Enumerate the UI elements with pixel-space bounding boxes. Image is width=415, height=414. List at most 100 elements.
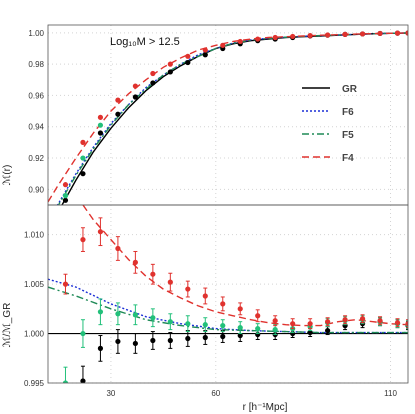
bottom-panel: 0.995 1.000 1.005 1.010 30 60 110 — [24, 204, 409, 398]
data-point-f4 — [115, 97, 121, 103]
data-point-f4 — [394, 30, 401, 36]
data-point-f4 — [377, 30, 383, 37]
data-point-f5 — [62, 380, 69, 383]
data-point-f4 — [202, 47, 208, 53]
data-point-f5 — [167, 319, 173, 325]
x-tick-label: 110 — [384, 389, 397, 398]
data-point-f4 — [80, 237, 86, 243]
series-line-gr — [61, 32, 408, 205]
data-point-f5 — [80, 330, 86, 337]
y-tick-label: 0.96 — [28, 91, 44, 100]
data-point-f4 — [325, 32, 331, 38]
data-point-f4 — [307, 321, 313, 327]
data-point-f4 — [325, 319, 331, 325]
data-point-f4 — [307, 33, 313, 39]
data-point-f4 — [62, 281, 69, 287]
data-point-f5 — [97, 309, 104, 315]
data-point-f4 — [405, 321, 408, 327]
data-point-f4 — [132, 259, 138, 265]
data-point-f4 — [167, 279, 173, 285]
y-tick-label: 1.005 — [24, 280, 45, 289]
data-point-gr — [202, 52, 208, 58]
data-point-gr — [150, 337, 156, 344]
data-point-f5 — [255, 326, 261, 332]
y-tick-label: 1.000 — [24, 330, 45, 339]
data-point-f4 — [237, 38, 243, 45]
data-point-gr — [307, 329, 313, 336]
data-point-f5 — [132, 312, 138, 318]
legend-label-gr: GR — [342, 84, 358, 95]
y-tick-label: 0.98 — [28, 60, 44, 69]
data-point-gr — [167, 337, 173, 344]
data-point-f4 — [150, 70, 156, 77]
x-tick-label: 30 — [106, 389, 115, 398]
data-point-gr — [80, 171, 86, 177]
legend-label-f5: F5 — [342, 130, 354, 141]
data-point-gr — [132, 340, 138, 347]
data-point-gr — [325, 327, 331, 334]
data-point-f4 — [185, 53, 191, 59]
data-point-f5 — [237, 325, 243, 331]
data-point-gr — [97, 130, 104, 136]
plot-frame — [47, 204, 409, 384]
data-point-gr — [167, 69, 173, 75]
bottom-ylabel: ℳ/ℳ_GR — [2, 303, 13, 348]
data-point-f5 — [115, 311, 121, 317]
data-point-f4 — [237, 306, 243, 312]
data-point-f4 — [342, 31, 348, 37]
data-point-f4 — [272, 34, 278, 41]
data-point-f4 — [290, 321, 296, 327]
y-tick-label: 0.92 — [28, 154, 44, 163]
data-point-f4 — [132, 83, 138, 89]
data-point-f4 — [290, 33, 296, 40]
data-point-f4 — [272, 318, 278, 324]
data-point-gr — [62, 197, 69, 203]
data-point-f4 — [405, 30, 408, 36]
x-axis-label: r [h⁻¹Mpc] — [243, 402, 288, 413]
y-tick-label: 0.94 — [28, 123, 44, 132]
x-tick-label: 60 — [211, 389, 220, 398]
data-point-gr — [97, 345, 104, 351]
data-point-f4 — [150, 271, 156, 277]
data-point-gr — [237, 332, 243, 339]
data-point-f5 — [272, 327, 278, 333]
data-point-gr — [185, 59, 191, 66]
data-point-gr — [132, 94, 138, 100]
data-point-f4 — [62, 182, 69, 188]
y-tick-label: 1.010 — [24, 231, 45, 240]
data-point-f4 — [97, 114, 104, 120]
legend-label-f4: F4 — [342, 153, 354, 164]
data-point-f4 — [115, 245, 121, 252]
data-point-f4 — [220, 42, 226, 48]
plot-frame — [47, 24, 409, 206]
data-point-gr — [150, 80, 156, 86]
data-point-gr — [202, 334, 208, 341]
data-point-f4 — [359, 316, 366, 322]
data-point-gr — [80, 378, 86, 383]
top-ylabel: ℳ(r) — [2, 165, 13, 186]
legend-label-f6: F6 — [342, 107, 354, 118]
y-tick-label: 0.995 — [24, 379, 45, 388]
series-line-f5 — [48, 286, 408, 334]
data-point-f4 — [359, 31, 366, 37]
data-point-f4 — [255, 36, 261, 42]
data-point-f5 — [202, 322, 208, 328]
data-point-f4 — [394, 320, 401, 326]
y-tick-label: 0.90 — [28, 185, 44, 194]
data-point-gr — [220, 333, 226, 340]
top-panel: 0.90 0.92 0.94 0.96 0.98 1.00 GR F6 F5 F4 — [28, 24, 409, 206]
data-point-f4 — [167, 61, 173, 67]
data-point-f5 — [185, 321, 191, 327]
data-point-f4 — [255, 313, 261, 319]
data-point-f5 — [80, 155, 86, 161]
data-point-gr — [185, 335, 191, 342]
data-point-f5 — [220, 323, 226, 329]
series-line-f4 — [82, 205, 408, 327]
data-point-f4 — [80, 139, 86, 145]
data-point-f4 — [202, 293, 208, 299]
data-point-f5 — [97, 122, 104, 128]
y-tick-label: 1.00 — [28, 29, 44, 38]
annotation-text: Log₁₀M > 12.5 — [110, 36, 180, 48]
data-point-f4 — [220, 301, 226, 307]
